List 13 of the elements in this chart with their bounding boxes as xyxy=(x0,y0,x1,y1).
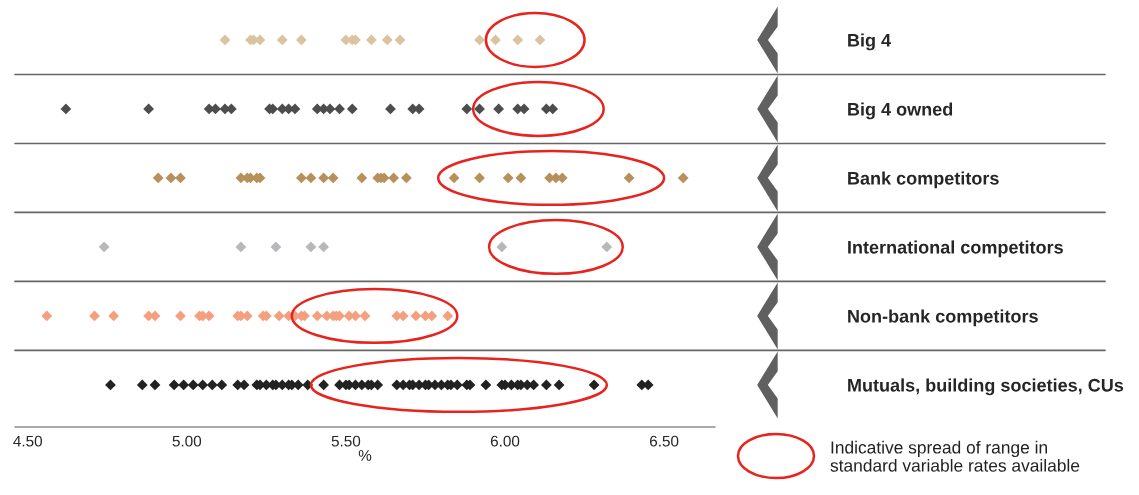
x-axis-title: % xyxy=(358,450,372,461)
x-tick-label: 6.50 xyxy=(650,435,679,447)
y-tick-label: International competitors xyxy=(848,240,1063,258)
y-tick-label: Mutuals, building societies, CUs xyxy=(848,378,1124,396)
x-tick-label: 4.50 xyxy=(13,435,42,447)
y-tick-label: Big 4 xyxy=(848,33,891,51)
text: Indicative spread of range in standard variable rates available xyxy=(830,440,1080,472)
y-tick-label: Big 4 owned xyxy=(848,102,953,120)
y-tick-label: Bank competitors xyxy=(848,171,999,189)
x-tick-label: 6.00 xyxy=(490,435,520,447)
y-tick-label: Non-bank competitors xyxy=(848,309,1038,327)
x-tick-label: 5.50 xyxy=(331,435,361,447)
x-tick-label: 5.00 xyxy=(172,435,202,447)
